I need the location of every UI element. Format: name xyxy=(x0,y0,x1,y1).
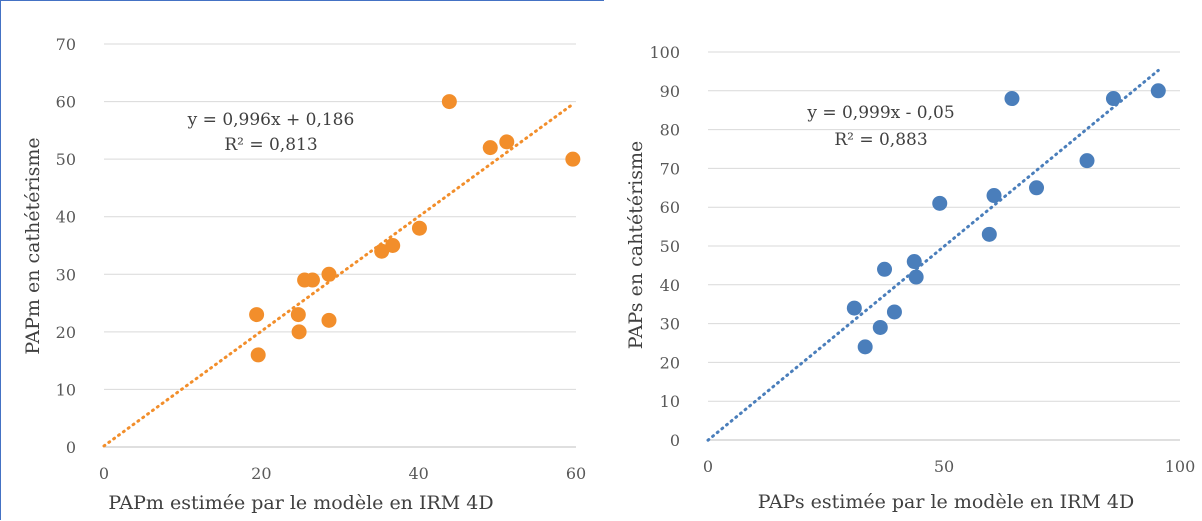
data-point xyxy=(846,300,862,316)
data-point xyxy=(1029,180,1045,196)
x-tick-label: 0 xyxy=(99,464,109,483)
data-point xyxy=(441,94,457,110)
r-squared-label: R² = 0,883 xyxy=(834,130,927,150)
y-tick-label: 60 xyxy=(56,93,76,112)
r-squared-label: R² = 0,813 xyxy=(224,135,317,155)
y-tick-label: 50 xyxy=(56,150,76,169)
data-point xyxy=(906,254,922,270)
x-tick-label: 20 xyxy=(251,464,271,483)
y-axis-title: PAPm en cathétérisme xyxy=(22,137,44,354)
right-chart-panel: 0 10 20 30 40 50 60 70 80 90 100 0 50 100 y = 0,999x -… xyxy=(606,0,1202,520)
data-point xyxy=(385,238,401,253)
left-chart-panel: 0 10 20 30 40 50 60 70 0 20 40 60 y = 0,996x + 0,186… xyxy=(0,0,604,520)
y-tick-label: 10 xyxy=(660,392,680,411)
data-point xyxy=(374,243,390,259)
y-tick-label: 100 xyxy=(649,43,680,62)
y-tick-label: 50 xyxy=(660,237,680,256)
y-tick-label: 20 xyxy=(56,323,76,342)
data-point xyxy=(986,188,1002,204)
data-point xyxy=(1150,83,1166,99)
trendline xyxy=(102,102,575,448)
x-tick-label: 60 xyxy=(566,464,586,483)
x-tick-label: 50 xyxy=(934,457,954,476)
data-point xyxy=(932,195,948,211)
y-tick-label: 0 xyxy=(66,438,76,457)
y-tick-label: 20 xyxy=(660,353,680,372)
data-point xyxy=(565,151,581,167)
x-tick-label: 100 xyxy=(1165,457,1196,476)
y-tick-label: 90 xyxy=(660,82,680,101)
y-tick-label: 60 xyxy=(660,198,680,217)
data-point xyxy=(250,347,266,363)
left-scatter-chart: 0 10 20 30 40 50 60 70 0 20 40 60 y = 0,996x + 0,186… xyxy=(22,35,586,514)
y-tick-label: 40 xyxy=(56,208,76,227)
data-point xyxy=(482,140,498,156)
x-tick-label: 0 xyxy=(703,457,713,476)
x-axis-title: PAPm estimée par le modèle en IRM 4D xyxy=(108,492,493,514)
y-tick-label: 30 xyxy=(56,265,76,284)
y-tick-label: 0 xyxy=(670,431,680,450)
data-point xyxy=(877,261,893,277)
trendline-equation: y = 0,999x - 0,05 xyxy=(806,103,954,123)
data-point xyxy=(1004,91,1020,107)
data-point xyxy=(411,220,427,236)
y-tick-label: 80 xyxy=(660,121,680,140)
data-point xyxy=(886,304,902,320)
y-axis-title: PAPs en cahtétérisme xyxy=(625,141,647,349)
data-point xyxy=(1105,91,1121,107)
data-point xyxy=(321,266,337,282)
x-axis-title: PAPs estimée par le modèle en IRM 4D xyxy=(758,491,1134,513)
trendline xyxy=(706,68,1160,442)
data-point xyxy=(499,134,515,150)
data-point xyxy=(872,319,888,335)
data-point xyxy=(304,272,320,288)
y-tick-label: 70 xyxy=(660,159,680,178)
x-tick-label: 40 xyxy=(408,464,428,483)
right-scatter-chart: 0 10 20 30 40 50 60 70 80 90 100 0 50 100 y = 0,999x -… xyxy=(625,43,1196,513)
y-tick-label: 30 xyxy=(660,315,680,334)
data-point xyxy=(321,312,337,328)
data-point xyxy=(291,324,307,340)
data-point xyxy=(1079,153,1095,169)
y-tick-label: 40 xyxy=(660,276,680,295)
data-point xyxy=(290,307,306,323)
data-point xyxy=(249,307,265,323)
data-point xyxy=(857,339,873,355)
y-tick-label: 70 xyxy=(56,35,76,54)
trendline-equation: y = 0,996x + 0,186 xyxy=(187,110,355,130)
data-point xyxy=(908,269,924,285)
data-point xyxy=(981,226,997,242)
y-tick-label: 10 xyxy=(56,380,76,399)
